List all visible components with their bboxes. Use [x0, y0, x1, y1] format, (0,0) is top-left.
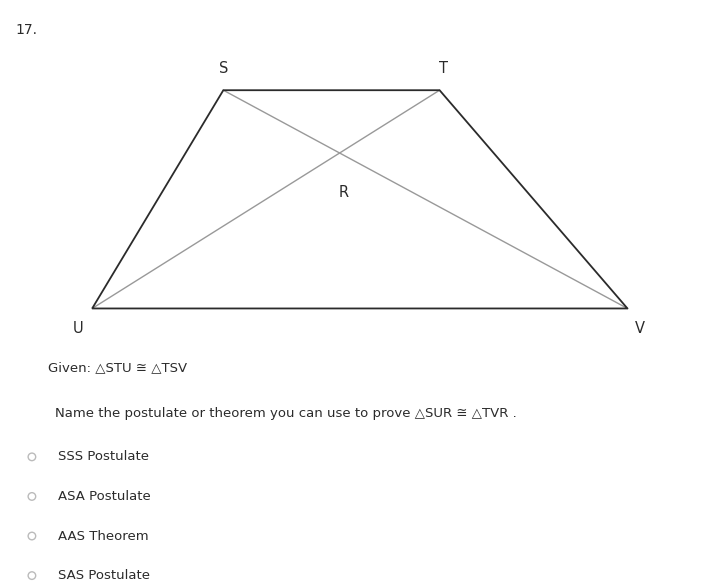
Text: 17.: 17. — [16, 23, 38, 37]
Text: V: V — [635, 321, 644, 336]
Text: T: T — [439, 61, 447, 76]
Text: SSS Postulate: SSS Postulate — [58, 450, 149, 463]
Text: R: R — [339, 184, 349, 200]
Text: U: U — [73, 321, 84, 336]
Text: Name the postulate or theorem you can use to prove △SUR ≅ △TVR .: Name the postulate or theorem you can us… — [55, 407, 517, 420]
Text: Given: △STU ≅ △TSV: Given: △STU ≅ △TSV — [48, 361, 187, 374]
Text: SAS Postulate: SAS Postulate — [58, 569, 150, 582]
Text: S: S — [218, 61, 228, 76]
Text: ASA Postulate: ASA Postulate — [58, 490, 151, 503]
Text: AAS Theorem: AAS Theorem — [58, 530, 149, 542]
